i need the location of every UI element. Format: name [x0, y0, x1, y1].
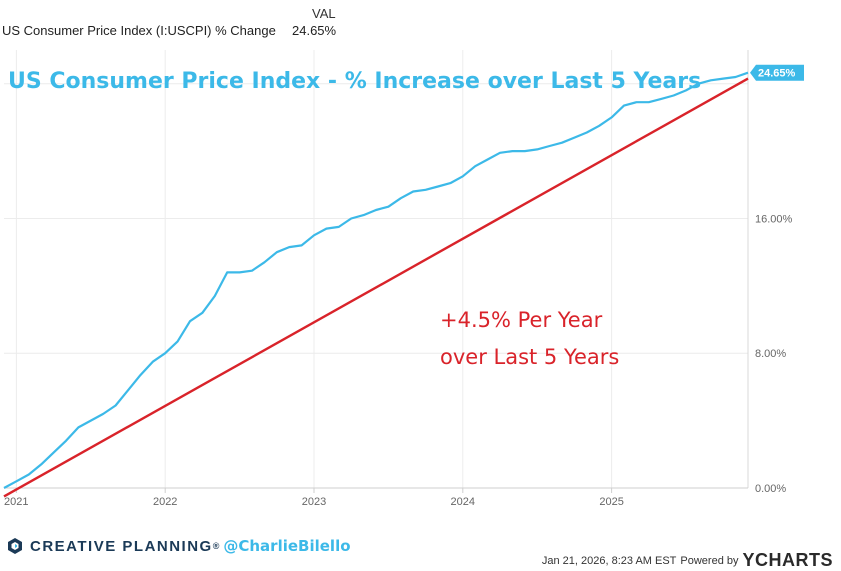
annotation-line-2: over Last 5 Years — [440, 345, 619, 369]
trend-line — [3, 77, 749, 498]
last-value-flag-shape — [750, 64, 804, 81]
creative-planning-logo: CREATIVE PLANNING ® @CharlieBilello — [6, 537, 351, 555]
chart-grid — [4, 50, 748, 493]
brand-reg-mark: ® — [212, 541, 220, 551]
footer-timestamp: Jan 21, 2026, 8:23 AM EST — [541, 554, 677, 567]
footer-powered-by: Powered by — [680, 554, 739, 567]
chart-title: US Consumer Price Index - % Increase ove… — [8, 69, 701, 94]
series-layer — [3, 71, 749, 498]
last-value-label: 24.65% — [758, 68, 796, 80]
author-handle: @CharlieBilello — [223, 537, 351, 555]
annotation-line-1: +4.5% Per Year — [440, 308, 603, 332]
x-tick-label: 2025 — [599, 496, 623, 508]
y-tick-label: 0.00% — [755, 483, 786, 495]
last-value-flag: 24.65% — [750, 64, 804, 81]
legend-series-value: 24.65% — [292, 23, 337, 38]
cpi-line-chart: US Consumer Price Index - % Increase ove… — [3, 50, 804, 508]
cpi-series-line — [3, 71, 749, 489]
x-tick-labels: 2021 2022 2023 2024 2025 — [4, 496, 624, 508]
legend-series-name: US Consumer Price Index (I:USCPI) % Chan… — [2, 23, 276, 38]
creative-planning-logo-icon — [8, 538, 22, 554]
y-tick-labels: 0.00% 8.00% 16.00% — [755, 213, 793, 495]
x-tick-label: 2022 — [153, 496, 177, 508]
x-tick-label: 2021 — [4, 496, 28, 508]
x-tick-label: 2023 — [302, 496, 326, 508]
y-tick-label: 8.00% — [755, 348, 786, 360]
ycharts-logo: YCHARTS — [742, 550, 833, 570]
footer-credit: Jan 21, 2026, 8:23 AM EST Powered by YCH… — [542, 550, 833, 571]
legend-header: VAL — [312, 6, 336, 21]
y-tick-label: 16.00% — [755, 213, 793, 225]
x-tick-label: 2024 — [451, 496, 475, 508]
brand-name: CREATIVE PLANNING — [30, 537, 213, 555]
